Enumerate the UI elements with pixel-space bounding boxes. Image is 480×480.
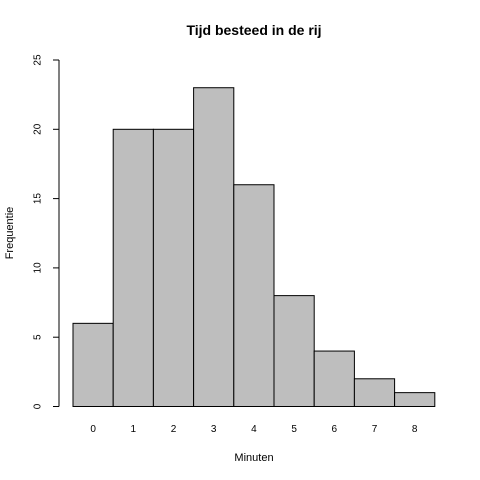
bar-0	[72, 322, 114, 407]
bar-5	[273, 295, 315, 407]
y-tick-label: 10	[33, 262, 44, 274]
y-axis-label: Frequentie	[4, 207, 16, 260]
bar-2	[152, 128, 195, 408]
bar-8	[394, 392, 436, 408]
x-tick-label: 8	[412, 424, 418, 435]
x-tick-label: 4	[251, 424, 257, 435]
y-tick-label: 20	[33, 123, 44, 135]
y-axis: 0 5 10 15 20 25	[33, 54, 60, 409]
bar-3	[193, 87, 235, 407]
x-tick-label: 3	[211, 424, 217, 435]
x-tick-label: 5	[291, 424, 297, 435]
x-tick-label: 7	[372, 424, 378, 435]
x-tick-label: 2	[171, 424, 177, 435]
x-tick-labels: 0 1 2 3 4 5 6 7 8	[90, 424, 418, 435]
x-axis-label: Minuten	[234, 452, 273, 464]
bar-6	[313, 350, 355, 407]
bar-1	[112, 128, 154, 408]
chart-title: Tijd besteed in de rij	[186, 22, 321, 38]
x-tick-label: 6	[332, 424, 338, 435]
x-tick-label: 1	[131, 424, 137, 435]
bar-4	[233, 184, 275, 407]
y-tick-label: 15	[33, 193, 44, 205]
bar-7	[353, 378, 396, 407]
y-tick-label: 5	[33, 334, 44, 340]
x-tick-label: 0	[90, 424, 96, 435]
bar-group	[72, 87, 436, 408]
y-tick-label: 25	[33, 54, 44, 66]
y-tick-label: 0	[33, 403, 44, 409]
